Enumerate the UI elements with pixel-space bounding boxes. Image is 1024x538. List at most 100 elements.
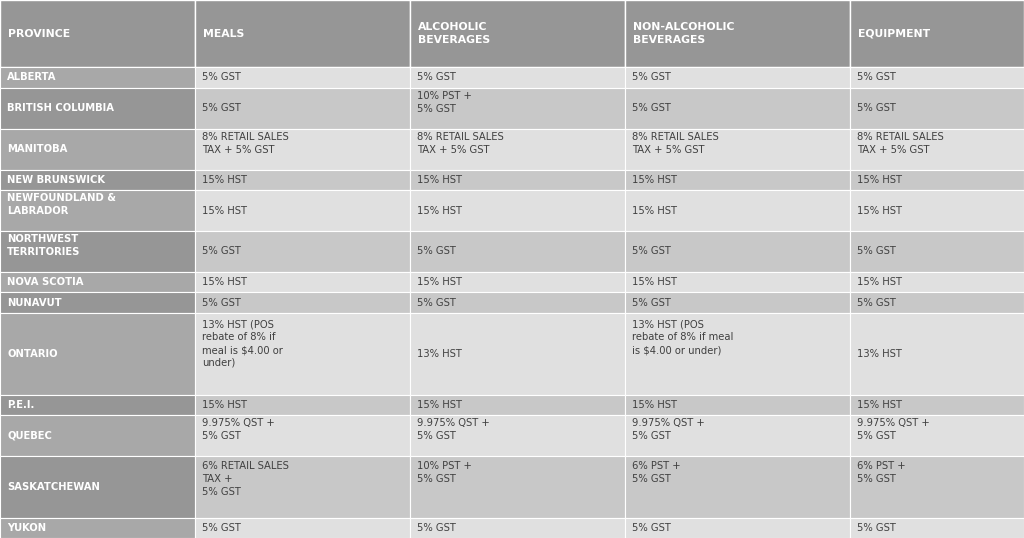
Text: ONTARIO: ONTARIO <box>7 349 57 359</box>
Bar <box>195 518 410 538</box>
Bar <box>850 88 1024 129</box>
Text: 5% GST: 5% GST <box>857 246 896 257</box>
Text: 5% GST: 5% GST <box>202 246 241 257</box>
Bar <box>625 129 850 169</box>
Text: 10% PST +
5% GST: 10% PST + 5% GST <box>417 91 472 114</box>
Text: 9.975% QST +
5% GST: 9.975% QST + 5% GST <box>417 419 489 441</box>
Bar <box>850 292 1024 313</box>
Text: 5% GST: 5% GST <box>857 73 896 82</box>
Bar <box>0 415 195 456</box>
Text: 15% HST: 15% HST <box>417 277 462 287</box>
Text: 5% GST: 5% GST <box>202 73 241 82</box>
Bar <box>410 231 625 272</box>
Bar <box>410 456 625 518</box>
Text: NORTHWEST
TERRITORIES: NORTHWEST TERRITORIES <box>7 234 81 257</box>
Bar <box>625 169 850 190</box>
Text: 8% RETAIL SALES
TAX + 5% GST: 8% RETAIL SALES TAX + 5% GST <box>857 132 944 155</box>
Bar <box>0 518 195 538</box>
Bar <box>195 395 410 415</box>
Text: 8% RETAIL SALES
TAX + 5% GST: 8% RETAIL SALES TAX + 5% GST <box>632 132 719 155</box>
Bar <box>850 0 1024 67</box>
Text: 5% GST: 5% GST <box>632 246 671 257</box>
Bar <box>410 313 625 395</box>
Text: 5% GST: 5% GST <box>417 298 456 308</box>
Text: ALCOHOLIC
BEVERAGES: ALCOHOLIC BEVERAGES <box>418 23 489 45</box>
Bar <box>850 518 1024 538</box>
Bar <box>0 231 195 272</box>
Text: 5% GST: 5% GST <box>632 103 671 113</box>
Bar <box>850 313 1024 395</box>
Text: 9.975% QST +
5% GST: 9.975% QST + 5% GST <box>202 419 274 441</box>
Text: 9.975% QST +
5% GST: 9.975% QST + 5% GST <box>857 419 930 441</box>
Text: 5% GST: 5% GST <box>202 103 241 113</box>
Text: MEALS: MEALS <box>203 29 244 39</box>
Text: 13% HST: 13% HST <box>417 349 462 359</box>
Text: YUKON: YUKON <box>7 523 46 533</box>
Bar <box>625 190 850 231</box>
Text: 5% GST: 5% GST <box>202 523 241 533</box>
Text: 15% HST: 15% HST <box>202 277 247 287</box>
Bar <box>195 88 410 129</box>
Text: 15% HST: 15% HST <box>857 175 902 185</box>
Text: 15% HST: 15% HST <box>632 175 677 185</box>
Text: 5% GST: 5% GST <box>857 523 896 533</box>
Bar <box>0 169 195 190</box>
Text: BRITISH COLUMBIA: BRITISH COLUMBIA <box>7 103 114 113</box>
Bar <box>625 518 850 538</box>
Text: 15% HST: 15% HST <box>417 206 462 216</box>
Bar <box>410 169 625 190</box>
Text: 15% HST: 15% HST <box>857 400 902 410</box>
Text: P.E.I.: P.E.I. <box>7 400 35 410</box>
Text: 15% HST: 15% HST <box>202 206 247 216</box>
Bar <box>410 88 625 129</box>
Text: 13% HST: 13% HST <box>857 349 902 359</box>
Bar <box>0 0 195 67</box>
Text: 13% HST (POS
rebate of 8% if
meal is $4.00 or
under): 13% HST (POS rebate of 8% if meal is $4.… <box>202 320 283 368</box>
Text: 6% RETAIL SALES
TAX +
5% GST: 6% RETAIL SALES TAX + 5% GST <box>202 461 289 497</box>
Bar <box>0 88 195 129</box>
Text: 5% GST: 5% GST <box>632 523 671 533</box>
Bar <box>625 313 850 395</box>
Text: 15% HST: 15% HST <box>632 277 677 287</box>
Text: 10% PST +
5% GST: 10% PST + 5% GST <box>417 461 472 484</box>
Text: NON-ALCOHOLIC
BEVERAGES: NON-ALCOHOLIC BEVERAGES <box>633 23 734 45</box>
Bar <box>410 67 625 88</box>
Text: 8% RETAIL SALES
TAX + 5% GST: 8% RETAIL SALES TAX + 5% GST <box>202 132 289 155</box>
Bar <box>850 190 1024 231</box>
Bar <box>410 0 625 67</box>
Bar <box>625 395 850 415</box>
Bar <box>0 67 195 88</box>
Text: EQUIPMENT: EQUIPMENT <box>858 29 930 39</box>
Text: 15% HST: 15% HST <box>857 206 902 216</box>
Text: 6% PST +
5% GST: 6% PST + 5% GST <box>632 461 680 484</box>
Text: ALBERTA: ALBERTA <box>7 73 56 82</box>
Bar <box>625 456 850 518</box>
Bar <box>0 272 195 292</box>
Bar <box>850 456 1024 518</box>
Text: 5% GST: 5% GST <box>632 73 671 82</box>
Bar <box>195 190 410 231</box>
Text: 15% HST: 15% HST <box>202 400 247 410</box>
Text: QUEBEC: QUEBEC <box>7 430 52 441</box>
Bar <box>410 292 625 313</box>
Bar <box>0 292 195 313</box>
Bar <box>410 272 625 292</box>
Bar <box>625 415 850 456</box>
Bar <box>410 415 625 456</box>
Text: 5% GST: 5% GST <box>857 298 896 308</box>
Text: 13% HST (POS
rebate of 8% if meal
is $4.00 or under): 13% HST (POS rebate of 8% if meal is $4.… <box>632 320 733 355</box>
Bar <box>850 395 1024 415</box>
Bar <box>625 88 850 129</box>
Bar <box>195 292 410 313</box>
Bar <box>850 67 1024 88</box>
Text: 15% HST: 15% HST <box>417 175 462 185</box>
Text: NEWFOUNDLAND &
LABRADOR: NEWFOUNDLAND & LABRADOR <box>7 193 116 216</box>
Text: 5% GST: 5% GST <box>417 246 456 257</box>
Text: 15% HST: 15% HST <box>202 175 247 185</box>
Text: NUNAVUT: NUNAVUT <box>7 298 61 308</box>
Text: 5% GST: 5% GST <box>632 298 671 308</box>
Bar <box>195 313 410 395</box>
Bar <box>195 0 410 67</box>
Text: 5% GST: 5% GST <box>417 523 456 533</box>
Bar <box>625 272 850 292</box>
